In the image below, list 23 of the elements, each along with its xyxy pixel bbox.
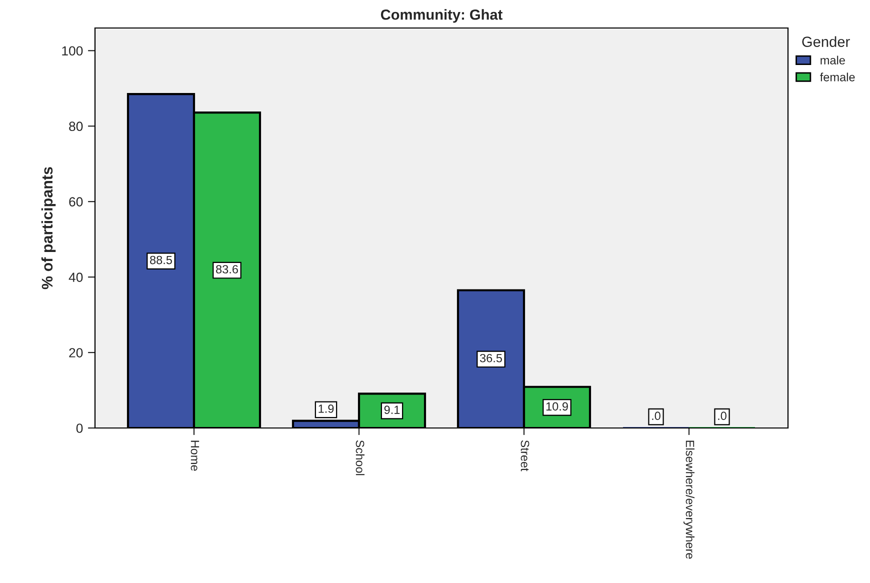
x-tick-label: Elsewhere/everywhere <box>683 440 695 559</box>
y-axis-title: % of participants <box>41 167 56 290</box>
data-label: 9.1 <box>384 406 400 414</box>
data-label: .0 <box>652 412 660 420</box>
x-tick-label: Home <box>190 440 200 471</box>
y-tick-label: 20 <box>69 348 83 358</box>
x-tick-label: Street <box>520 440 530 472</box>
legend-label: female <box>820 72 855 82</box>
data-label: 10.9 <box>546 402 568 411</box>
data-label: 1.9 <box>318 404 334 413</box>
y-tick-label: 0 <box>76 424 83 433</box>
y-tick-label: 60 <box>69 197 83 206</box>
data-label: 36.5 <box>480 354 502 362</box>
y-tick-label: 80 <box>69 122 83 132</box>
data-label: .0 <box>718 412 726 420</box>
legend-title: Gender <box>802 36 850 47</box>
y-tick-label: 40 <box>68 272 83 282</box>
legend-label: male <box>820 56 845 64</box>
y-tick-label: 100 <box>62 46 83 56</box>
x-tick-label: School <box>356 440 365 476</box>
chart-title: Community: Ghat <box>380 9 502 23</box>
data-label: 83.6 <box>216 265 238 274</box>
data-label: 88.5 <box>150 256 172 264</box>
